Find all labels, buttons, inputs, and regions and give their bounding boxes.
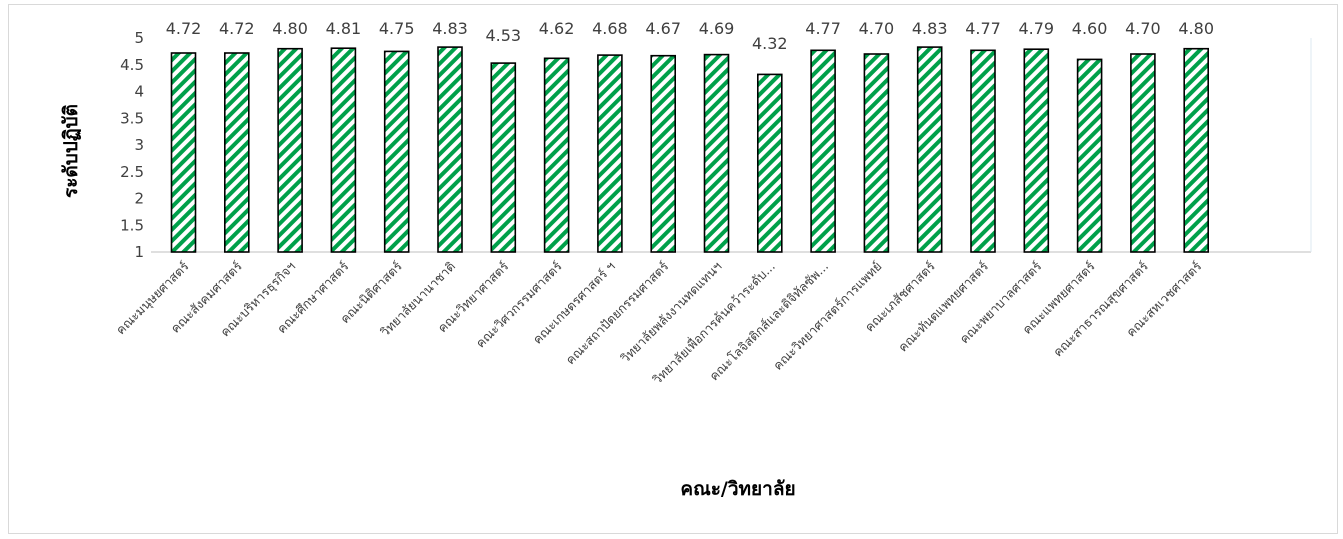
bar-chart: 11.522.533.544.55 4.72 4.72 4.80 4.81 4.75 4.… <box>60 19 1312 500</box>
chart-frame: 1 1.5 2 2.5 3 3.5 4 4.5 5 4.72 4.72 4.80 4.81 4.75 4.… <box>8 4 1338 534</box>
category-label: คณะวิทยาศาสตร์การแพทย์ <box>770 259 884 373</box>
y-tick-label: 5 <box>134 29 144 47</box>
data-label: 4.83 <box>912 19 948 38</box>
data-label: 4.80 <box>272 19 308 38</box>
y-tick-label: 2 <box>134 190 144 208</box>
data-label: 4.81 <box>326 19 362 38</box>
data-labels: 4.72 4.72 4.80 4.81 4.75 4.83 4.53 4.62 4.68 4.67… <box>166 19 1214 53</box>
bar <box>490 62 517 253</box>
category-label: วิทยาลัยพลังงานทดแทนฯ <box>618 259 725 366</box>
y-tick-label: 4 <box>134 83 144 101</box>
data-label: 4.67 <box>645 19 681 38</box>
bar <box>543 57 570 253</box>
bar <box>597 54 623 253</box>
category-label: คณะสาธารณสุขศาสตร์ <box>1050 258 1152 360</box>
data-label: 4.80 <box>1178 19 1214 38</box>
bar <box>1183 47 1209 253</box>
category-label: คณะทันตแพทยศาสตร์ <box>895 258 991 354</box>
bar <box>810 49 836 253</box>
data-label: 4.62 <box>539 19 575 38</box>
data-label: 4.83 <box>432 19 468 38</box>
bar <box>916 46 943 253</box>
bars <box>170 46 1209 253</box>
y-tick-label: 4.5 <box>120 56 144 74</box>
data-label: 4.72 <box>166 19 202 38</box>
bar <box>224 52 250 253</box>
data-label: 4.79 <box>1018 19 1054 38</box>
data-label: 4.75 <box>379 19 415 38</box>
data-label: 4.72 <box>219 19 255 38</box>
category-labels: คณะมนุษยศาสตร์คณะสังคมศาสตร์คณะบริหารธุร… <box>113 258 1205 387</box>
bar <box>170 52 197 253</box>
data-label: 4.69 <box>699 19 735 38</box>
bar <box>277 47 303 253</box>
data-label: 4.53 <box>485 26 521 45</box>
data-label: 4.70 <box>1125 19 1161 38</box>
y-axis-title: ระดับปฏิบัติ <box>60 104 82 198</box>
y-tick-label: 3.5 <box>120 109 144 127</box>
data-label: 4.60 <box>1072 19 1108 38</box>
data-label: 4.77 <box>965 19 1001 38</box>
data-label: 4.32 <box>752 34 788 53</box>
bar <box>863 53 890 253</box>
bar <box>437 46 463 253</box>
bar <box>756 73 783 253</box>
bar <box>703 53 730 253</box>
data-label: 4.70 <box>859 19 895 38</box>
bar <box>383 50 410 253</box>
category-label: คณะสถาปัตยกรรมศาสตร์ <box>562 258 671 367</box>
y-tick-label: 1 <box>134 243 144 261</box>
bar <box>970 49 996 253</box>
x-axis-title: คณะ/วิทยาลัย <box>680 478 795 500</box>
data-label: 4.77 <box>805 19 841 38</box>
data-label: 4.68 <box>592 19 628 38</box>
bar <box>1130 53 1156 253</box>
bar <box>1023 48 1050 253</box>
bar <box>1076 58 1103 253</box>
bar <box>650 54 677 253</box>
y-tick-label: 1.5 <box>120 216 144 234</box>
y-tick-label: 2.5 <box>120 163 144 181</box>
bar <box>330 47 357 253</box>
y-tick-label: 3 <box>134 136 144 154</box>
